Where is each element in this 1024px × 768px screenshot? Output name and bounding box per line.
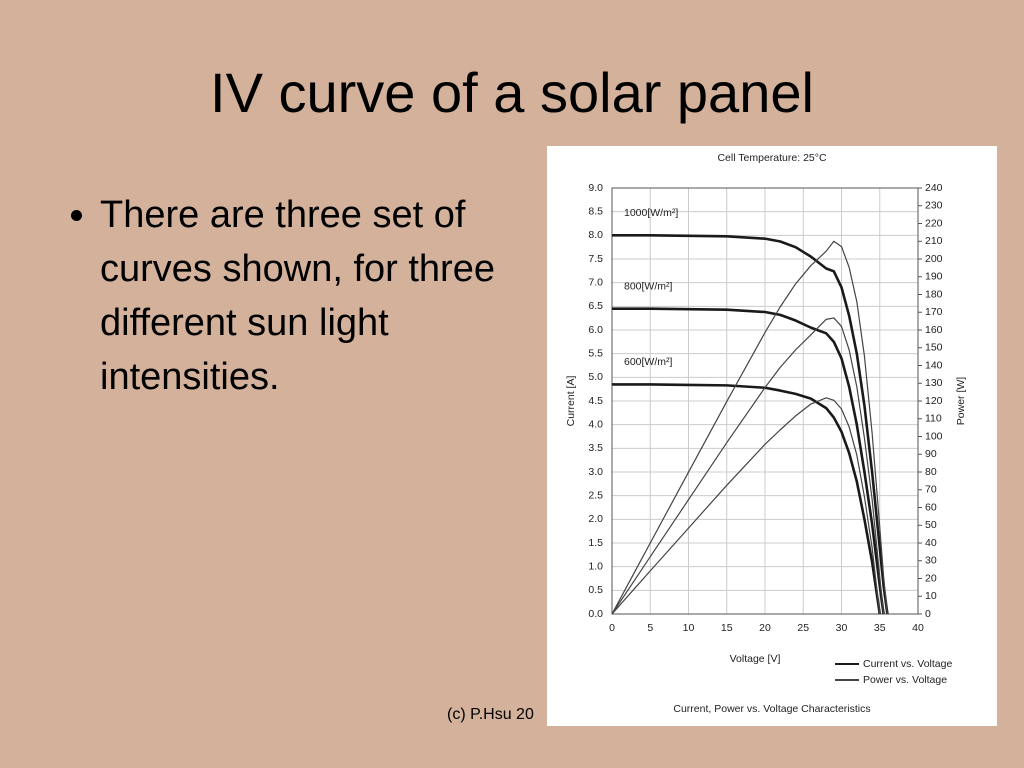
y2-tick-label: 160 xyxy=(925,324,943,336)
x-axis-label: Voltage [V] xyxy=(730,653,781,665)
y2-tick-label: 40 xyxy=(925,537,937,549)
current-curve xyxy=(612,383,882,615)
chart-caption: Current, Power vs. Voltage Characteristi… xyxy=(673,703,870,715)
bullet: There are three set of curves shown, for… xyxy=(100,188,500,404)
y2-tick-label: 140 xyxy=(925,359,943,371)
y-tick-label: 8.5 xyxy=(588,205,603,217)
y2-tick-label: 90 xyxy=(925,448,937,460)
legend-label: Current vs. Voltage xyxy=(863,658,952,670)
curve-annotation: 800[W/m²] xyxy=(624,280,673,292)
current-curve xyxy=(612,234,889,615)
x-tick-label: 35 xyxy=(874,622,886,634)
slide-title: IV curve of a solar panel xyxy=(210,61,814,124)
y2-tick-label: 230 xyxy=(925,200,943,212)
y-tick-label: 8.0 xyxy=(588,229,603,241)
x-tick-label: 15 xyxy=(721,622,733,634)
y2-tick-label: 130 xyxy=(925,377,943,389)
y-tick-label: 5.0 xyxy=(588,371,603,383)
y-tick-label: 6.0 xyxy=(588,324,603,336)
y-tick-label: 9.0 xyxy=(588,182,603,194)
y2-tick-label: 240 xyxy=(925,182,943,194)
y2-tick-label: 30 xyxy=(925,555,937,567)
y2-tick-label: 20 xyxy=(925,572,937,584)
power-curve xyxy=(611,317,885,615)
y2-tick-label: 180 xyxy=(925,288,943,300)
y-axis-label: Current [A] xyxy=(565,376,577,427)
y2-tick-label: 170 xyxy=(925,306,943,318)
y-tick-label: 7.5 xyxy=(588,253,603,265)
x-tick-label: 40 xyxy=(912,622,924,634)
x-tick-label: 25 xyxy=(797,622,809,634)
y-tick-label: 0.0 xyxy=(588,608,603,620)
y2-tick-label: 210 xyxy=(925,235,943,247)
curve-annotation: 1000[W/m²] xyxy=(624,207,678,219)
y2-axis-label: Power [W] xyxy=(955,377,967,426)
bullet-list: There are three set of curves shown, for… xyxy=(58,188,500,404)
y2-tick-label: 80 xyxy=(925,466,937,478)
y2-tick-label: 150 xyxy=(925,342,943,354)
y2-tick-label: 0 xyxy=(925,608,931,620)
x-tick-label: 30 xyxy=(836,622,848,634)
y-tick-label: 4.5 xyxy=(588,395,603,407)
chart-title: Cell Temperature: 25°C xyxy=(717,152,826,164)
x-tick-label: 5 xyxy=(647,622,653,634)
y2-tick-label: 50 xyxy=(925,519,937,531)
y-tick-label: 1.0 xyxy=(588,560,603,572)
y2-tick-label: 220 xyxy=(925,217,943,229)
power-curve xyxy=(611,240,888,615)
y2-tick-label: 10 xyxy=(925,590,937,602)
chart: Cell Temperature: 25°C Voltage [V] Curre… xyxy=(547,146,997,726)
y-tick-label: 2.5 xyxy=(588,489,603,501)
footer: (c) P.Hsu 20 xyxy=(447,706,534,723)
plot-frame xyxy=(611,187,919,615)
y2-tick-label: 120 xyxy=(925,395,943,407)
x-tick-label: 20 xyxy=(759,622,771,634)
y2-tick-label: 60 xyxy=(925,501,937,513)
y2-tick-label: 110 xyxy=(925,413,942,425)
y2-tick-label: 70 xyxy=(925,484,937,496)
y-tick-label: 5.5 xyxy=(588,347,603,359)
legend-label: Power vs. Voltage xyxy=(863,674,947,686)
x-tick-label: 0 xyxy=(609,622,615,634)
y-tick-label: 7.0 xyxy=(588,276,603,288)
y-tick-label: 3.5 xyxy=(588,442,603,454)
y-tick-label: 2.0 xyxy=(588,513,603,525)
y2-tick-label: 200 xyxy=(925,253,943,265)
power-curve xyxy=(611,397,881,615)
y2-tick-label: 190 xyxy=(925,271,943,283)
curve-annotation: 600[W/m²] xyxy=(624,356,673,368)
y-tick-label: 6.5 xyxy=(588,300,603,312)
y-tick-label: 3.0 xyxy=(588,466,603,478)
y-tick-label: 4.0 xyxy=(588,418,603,430)
y2-tick-label: 100 xyxy=(925,430,943,442)
y-tick-label: 0.5 xyxy=(588,584,603,596)
current-curve xyxy=(612,307,885,615)
y-tick-label: 1.5 xyxy=(588,537,603,549)
x-tick-label: 10 xyxy=(683,622,695,634)
